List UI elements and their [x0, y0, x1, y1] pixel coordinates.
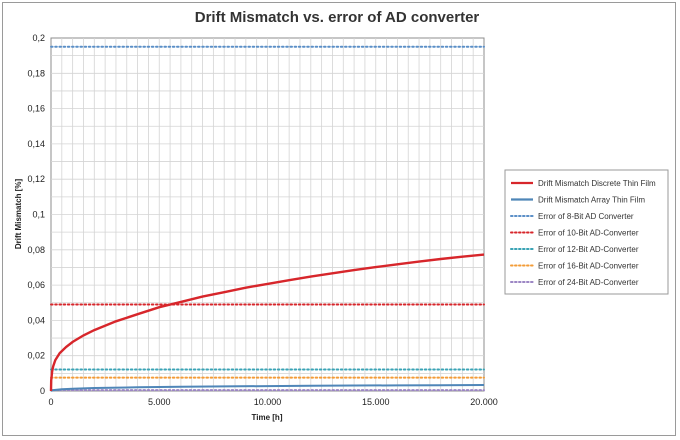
y-axis-label: Drift Mismatch [%]	[14, 179, 23, 250]
x-tick-label: 20.000	[470, 397, 498, 407]
x-tick-label: 10.000	[254, 397, 282, 407]
legend-label: Error of 12-Bit AD-Converter	[538, 245, 639, 254]
grid	[51, 38, 484, 391]
x-axis-ticks: 0 5.000 10.000 15.000 20.000	[48, 397, 497, 407]
legend-label: Drift Mismatch Discrete Thin Film	[538, 179, 656, 188]
y-tick-label: 0,14	[27, 139, 45, 149]
y-tick-label: 0,1	[32, 210, 45, 220]
series-lines	[49, 45, 485, 392]
y-axis-ticks: 0 0,02 0,04 0,06 0,08 0,1 0,12 0,14 0,16 0,18 0,2	[27, 33, 45, 396]
legend-label: Error of 24-Bit AD-Converter	[538, 278, 639, 287]
series-line-0	[49, 253, 485, 392]
legend-label: Error of 16-Bit AD-Converter	[538, 262, 639, 271]
x-axis-label: Time [h]	[252, 413, 283, 422]
chart-title: Drift Mismatch vs. error of AD converter	[195, 9, 480, 26]
y-tick-label: 0,16	[27, 104, 45, 114]
legend: Drift Mismatch Discrete Thin Film Drift M…	[504, 169, 669, 295]
y-tick-label: 0,02	[27, 351, 45, 361]
y-tick-label: 0,12	[27, 174, 45, 184]
series-line-1	[50, 384, 485, 392]
y-tick-label: 0,18	[27, 68, 45, 78]
y-tick-label: 0,04	[27, 315, 45, 325]
y-tick-label: 0,2	[32, 33, 45, 43]
y-tick-label: 0,06	[27, 280, 45, 290]
legend-label: Error of 8-Bit AD Converter	[538, 212, 634, 221]
y-tick-label: 0	[40, 386, 45, 396]
legend-label: Drift Mismatch Array Thin Film	[538, 196, 645, 205]
x-tick-label: 0	[48, 397, 53, 407]
x-tick-label: 15.000	[362, 397, 390, 407]
legend-label: Error of 10-Bit AD-Converter	[538, 229, 639, 238]
x-tick-label: 5.000	[148, 397, 171, 407]
y-tick-label: 0,08	[27, 245, 45, 255]
